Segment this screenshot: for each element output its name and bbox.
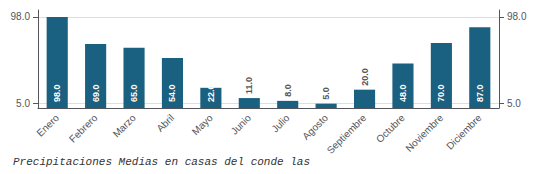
svg-text:98.0: 98.0 xyxy=(11,11,31,22)
svg-text:11.0: 11.0 xyxy=(244,77,254,94)
svg-text:Febrero: Febrero xyxy=(67,112,100,145)
svg-text:Junio: Junio xyxy=(229,112,254,137)
svg-text:Enero: Enero xyxy=(34,112,61,139)
svg-text:Octubre: Octubre xyxy=(374,112,407,145)
svg-text:Diciembre: Diciembre xyxy=(444,112,484,152)
svg-text:98.0: 98.0 xyxy=(52,84,62,102)
svg-text:Precipitaciones Medias en casa: Precipitaciones Medias en casas del cond… xyxy=(13,156,310,168)
svg-text:5.0: 5.0 xyxy=(507,98,521,109)
svg-text:Marzo: Marzo xyxy=(111,112,139,140)
svg-text:5.0: 5.0 xyxy=(16,98,30,109)
svg-text:Abril: Abril xyxy=(154,112,176,134)
svg-text:20.0: 20.0 xyxy=(360,68,370,86)
svg-text:54.0: 54.0 xyxy=(167,84,177,102)
svg-text:Julio: Julio xyxy=(269,112,292,135)
svg-text:65.0: 65.0 xyxy=(129,84,139,102)
svg-text:70.0: 70.0 xyxy=(436,84,446,102)
svg-text:Septiembre: Septiembre xyxy=(325,112,369,156)
svg-text:Noviembre: Noviembre xyxy=(403,112,445,154)
svg-text:8.0: 8.0 xyxy=(283,84,293,97)
svg-text:87.0: 87.0 xyxy=(475,84,485,102)
svg-text:Agosto: Agosto xyxy=(300,112,330,142)
svg-text:48.0: 48.0 xyxy=(398,84,408,102)
svg-text:69.0: 69.0 xyxy=(91,84,101,102)
svg-text:5.0: 5.0 xyxy=(321,87,331,100)
svg-text:22.0: 22.0 xyxy=(206,84,216,102)
svg-text:98.0: 98.0 xyxy=(507,11,527,22)
svg-text:Mayo: Mayo xyxy=(190,112,215,137)
